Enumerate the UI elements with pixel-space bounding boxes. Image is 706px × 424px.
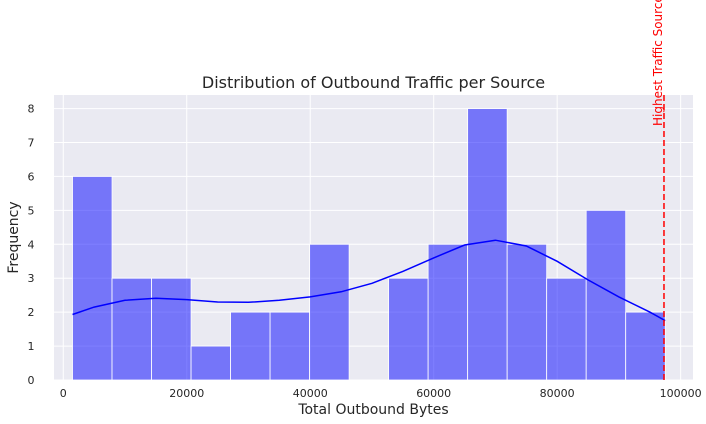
- y-axis-title: Frequency: [6, 201, 22, 273]
- y-tick-label: 2: [28, 306, 35, 319]
- y-tick-label: 1: [28, 340, 35, 353]
- x-tick-label: 20000: [169, 387, 204, 400]
- histogram-bar: [309, 243, 350, 381]
- histogram-bar: [388, 277, 429, 381]
- kde-curve: [72, 239, 666, 322]
- histogram-bar: [625, 311, 666, 381]
- x-tick-label: 0: [60, 387, 67, 400]
- y-tick-label: 3: [28, 272, 35, 285]
- x-axis-title: Total Outbound Bytes: [297, 402, 448, 418]
- x-tick-label: 100000: [660, 387, 702, 400]
- y-tick-label: 0: [28, 374, 35, 387]
- y-tick-label: 4: [28, 238, 35, 251]
- histogram-bar: [506, 243, 548, 381]
- histogram-bar: [111, 277, 152, 381]
- histogram-bar: [269, 311, 310, 381]
- histogram-bars: [72, 108, 666, 381]
- y-axis-ticks: 0 1 2 3 4 5 6 7 8: [28, 103, 35, 387]
- y-tick-label: 8: [28, 103, 35, 116]
- histogram-bar: [546, 277, 587, 381]
- highest-traffic-annotation: Highest Traffic Source: [651, 0, 665, 126]
- histogram-bar: [585, 209, 627, 381]
- histogram-bar: [72, 176, 113, 381]
- histogram-bar: [230, 311, 271, 381]
- histogram-bar: [190, 345, 231, 381]
- y-tick-label: 5: [28, 204, 35, 217]
- y-tick-label: 7: [28, 137, 35, 150]
- x-axis-ticks: 0 20000 40000 60000 80000 100000: [60, 387, 702, 400]
- histogram-bar: [427, 243, 469, 381]
- x-tick-label: 80000: [540, 387, 575, 400]
- x-tick-label: 60000: [416, 387, 451, 400]
- chart-title: Distribution of Outbound Traffic per Sou…: [202, 73, 545, 92]
- x-tick-label: 40000: [293, 387, 328, 400]
- y-tick-label: 6: [28, 170, 35, 183]
- histogram-bar: [151, 277, 192, 381]
